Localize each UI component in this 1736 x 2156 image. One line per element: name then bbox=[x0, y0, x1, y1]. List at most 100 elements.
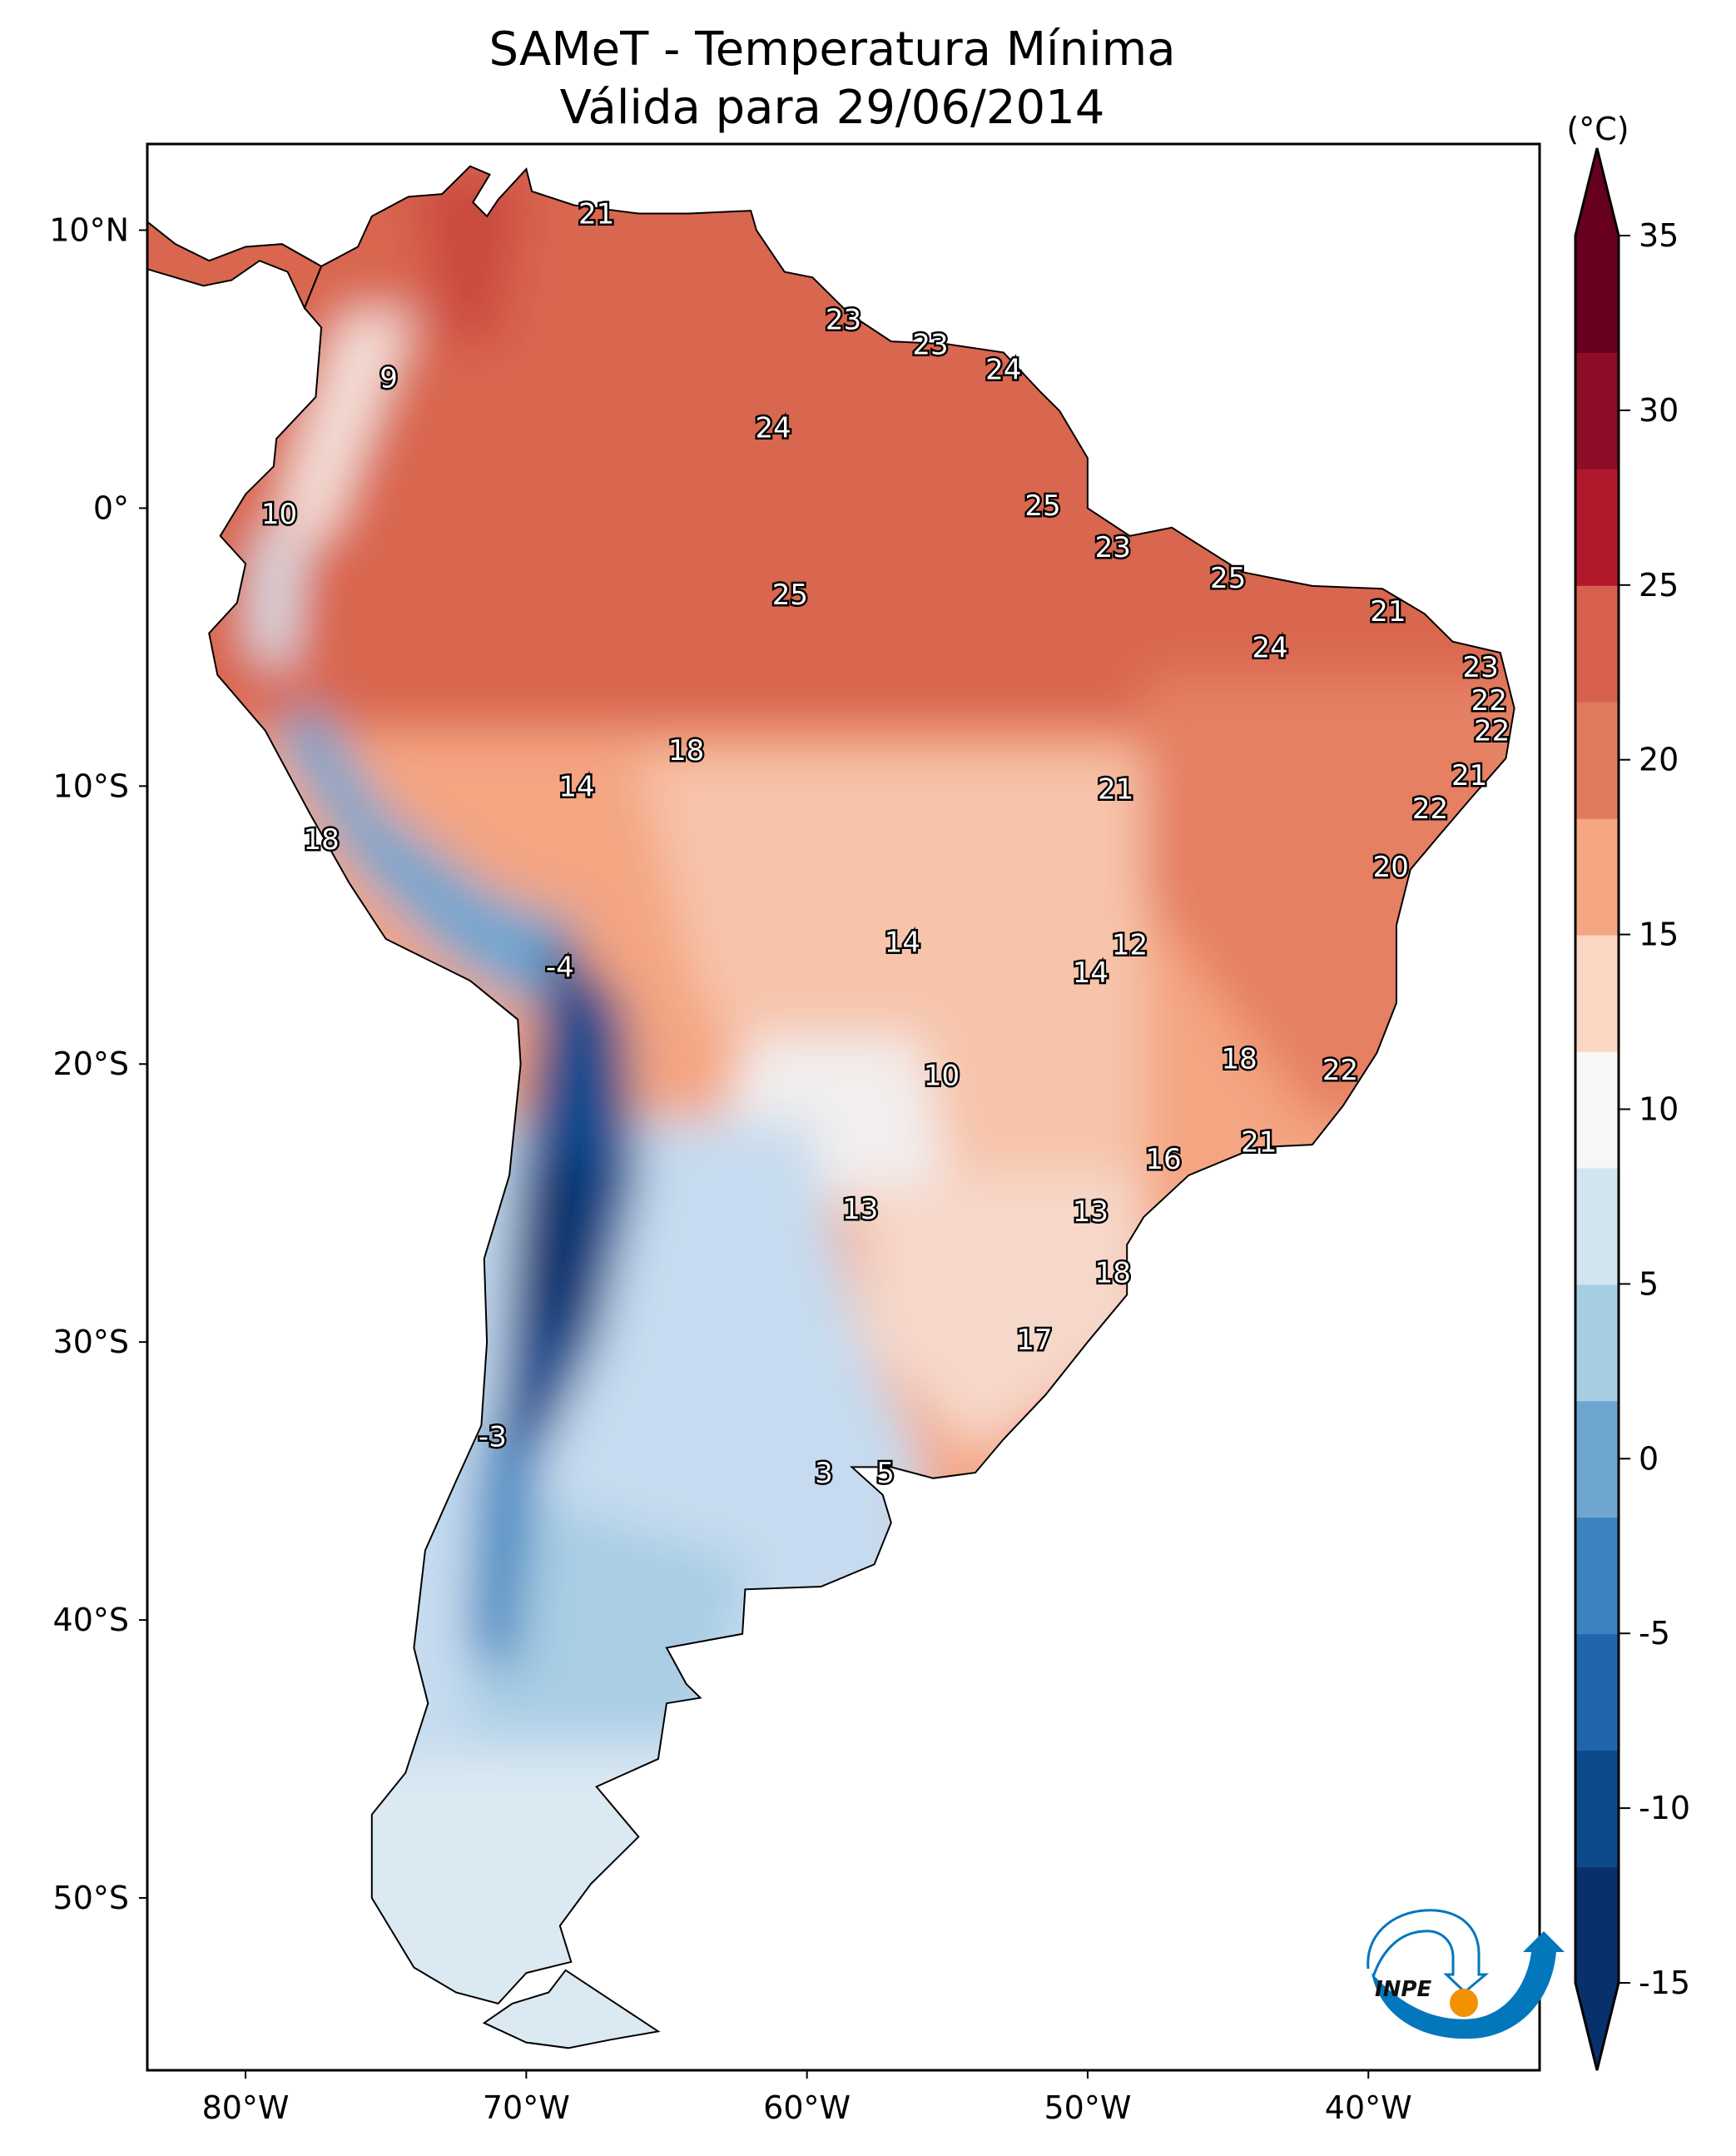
temperature-value-label: 22 bbox=[1412, 792, 1448, 826]
colorbar-extend-min bbox=[1575, 1983, 1619, 2070]
colorbar-band bbox=[1575, 1051, 1619, 1169]
temperature-value-label: 3 bbox=[815, 1457, 833, 1490]
lat-tick-label: 10°S bbox=[53, 768, 129, 804]
colorbar-tick-label: 20 bbox=[1639, 742, 1679, 778]
colorbar-tick-label: 0 bbox=[1639, 1440, 1659, 1477]
temperature-value-label: 23 bbox=[1095, 531, 1131, 564]
colorbar-tick-label: 15 bbox=[1639, 917, 1679, 953]
colorbar-band bbox=[1575, 1750, 1619, 1868]
colorbar-band bbox=[1575, 351, 1619, 469]
temperature-value-label: 13 bbox=[1073, 1195, 1109, 1229]
map-frame bbox=[146, 142, 1541, 2072]
title-line-1: SAMeT - Temperatura Mínima bbox=[489, 22, 1175, 77]
inpe-logo: INPE bbox=[1366, 1909, 1565, 2039]
lon-tick-label: 60°W bbox=[763, 2089, 851, 2126]
region-south-andes bbox=[469, 1425, 541, 1676]
lat-tick-label: 30°S bbox=[53, 1324, 129, 1360]
temperature-value-label: 23 bbox=[912, 328, 948, 361]
colorbar-band bbox=[1575, 934, 1619, 1052]
temperature-value-label: 22 bbox=[1474, 715, 1510, 748]
temperature-value-label: 12 bbox=[1112, 929, 1148, 962]
temperature-value-label: 13 bbox=[842, 1193, 878, 1226]
colorbar-band bbox=[1575, 584, 1619, 703]
colorbar-band bbox=[1575, 1167, 1619, 1285]
latitude-ticks: 10°N 0° 10°S 20°S 30°S 40°S 50°S bbox=[49, 212, 147, 1916]
lat-tick-label: 50°S bbox=[53, 1880, 129, 1916]
colorbar-band bbox=[1575, 1284, 1619, 1402]
colorbar-tick-label: -10 bbox=[1639, 1790, 1690, 1826]
map-panel: 21 23 23 24 9 24 10 25 23 25 25 21 24 23 22 22 18 21 14 21 2… bbox=[49, 142, 1565, 2126]
coastline-mainland bbox=[208, 165, 1515, 2005]
temperature-value-label: 14 bbox=[885, 926, 920, 959]
colorbar-bands bbox=[1574, 147, 1620, 2071]
lat-tick-label: 20°S bbox=[53, 1046, 129, 1082]
colorbar-band bbox=[1575, 1866, 1619, 1984]
temperature-value-label: 25 bbox=[772, 579, 808, 612]
coastline-panama bbox=[146, 220, 323, 310]
region-north-warm bbox=[147, 166, 1515, 731]
lon-tick-label: 50°W bbox=[1044, 2089, 1131, 2126]
colorbar-extend-max bbox=[1575, 148, 1619, 236]
colorbar-tick-label: 35 bbox=[1639, 217, 1679, 254]
coastline bbox=[146, 165, 1515, 2049]
temperature-value-label: 21 bbox=[1098, 773, 1133, 807]
temperature-value-label: 18 bbox=[303, 823, 339, 857]
lon-tick-label: 70°W bbox=[483, 2089, 570, 2126]
temperature-value-label: 23 bbox=[826, 303, 861, 336]
temperature-value-label: 21 bbox=[1370, 595, 1406, 628]
temperature-value-label: 10 bbox=[261, 498, 297, 531]
region-argentina bbox=[147, 1120, 920, 2049]
lon-tick-label: 40°W bbox=[1325, 2089, 1412, 2126]
region-puna-cold bbox=[518, 1147, 597, 1343]
temperature-value-label: -3 bbox=[479, 1421, 507, 1454]
colorbar-tick-label: 10 bbox=[1639, 1091, 1679, 1128]
colorbar-band bbox=[1575, 817, 1619, 936]
temperature-value-label: 14 bbox=[558, 770, 594, 803]
colorbar-ticks: 35 30 25 20 15 10 5 0 -5 -10 -15 bbox=[1619, 217, 1690, 2001]
longitude-ticks: 80°W 70°W 60°W 50°W 40°W bbox=[202, 2070, 1412, 2126]
temperature-value-label: 21 bbox=[578, 197, 614, 231]
coastline-tierra-del-fuego bbox=[482, 1969, 661, 2049]
colorbar: 35 30 25 20 15 10 5 0 -5 -10 -15 (°C) bbox=[1566, 111, 1690, 2071]
colorbar-band bbox=[1575, 468, 1619, 586]
region-ecuador-andes bbox=[250, 535, 302, 675]
value-labels: 21 23 23 24 9 24 10 25 23 25 25 21 24 23 22 22 18 21 14 21 2… bbox=[259, 196, 1511, 1493]
lat-tick-label: 40°S bbox=[53, 1602, 129, 1638]
temperature-value-label: 9 bbox=[379, 361, 398, 395]
lat-tick-label: 10°N bbox=[49, 212, 129, 249]
region-peru-andes bbox=[273, 703, 583, 1009]
temperature-value-label: 5 bbox=[876, 1457, 895, 1490]
region-maracaibo-warm bbox=[414, 174, 527, 342]
temperature-value-label: 25 bbox=[1024, 489, 1060, 523]
lat-tick-label: 0° bbox=[93, 489, 129, 526]
colorbar-band bbox=[1575, 701, 1619, 819]
temperature-value-label: 14 bbox=[1073, 956, 1109, 990]
temperature-value-label: 18 bbox=[1095, 1257, 1131, 1290]
logo-swoosh bbox=[1371, 1931, 1565, 2039]
temperature-value-label: 16 bbox=[1145, 1143, 1181, 1176]
logo-arrow-outline bbox=[1366, 1909, 1490, 1995]
temperature-gradient bbox=[147, 166, 1515, 2049]
colorbar-tick-label: 5 bbox=[1639, 1265, 1659, 1302]
colorbar-tick-label: -15 bbox=[1639, 1965, 1690, 2001]
temperature-value-label: 21 bbox=[1241, 1126, 1277, 1160]
title-line-2: Válida para 29/06/2014 bbox=[560, 81, 1105, 135]
temperature-value-label: 17 bbox=[1016, 1324, 1052, 1357]
temperature-value-label: 24 bbox=[756, 412, 791, 445]
temperature-value-label: 24 bbox=[985, 353, 1021, 386]
colorbar-unit-label: (°C) bbox=[1566, 111, 1629, 147]
temperature-value-label: 23 bbox=[1463, 651, 1499, 684]
temperature-value-label: -4 bbox=[546, 951, 574, 984]
colorbar-band bbox=[1575, 1633, 1619, 1751]
temperature-value-label: 10 bbox=[924, 1060, 960, 1093]
temperature-value-label: 25 bbox=[1210, 562, 1246, 595]
colorbar-tick-label: 30 bbox=[1639, 392, 1679, 429]
temperature-value-label: 24 bbox=[1252, 631, 1288, 664]
logo-text: INPE bbox=[1375, 1977, 1431, 2002]
region-central bbox=[638, 758, 1144, 1287]
temperature-value-label: 21 bbox=[1451, 759, 1487, 792]
colorbar-tick-label: 25 bbox=[1639, 567, 1679, 604]
colorbar-tick-label: -5 bbox=[1639, 1615, 1670, 1652]
region-patagonia bbox=[147, 1759, 807, 2049]
